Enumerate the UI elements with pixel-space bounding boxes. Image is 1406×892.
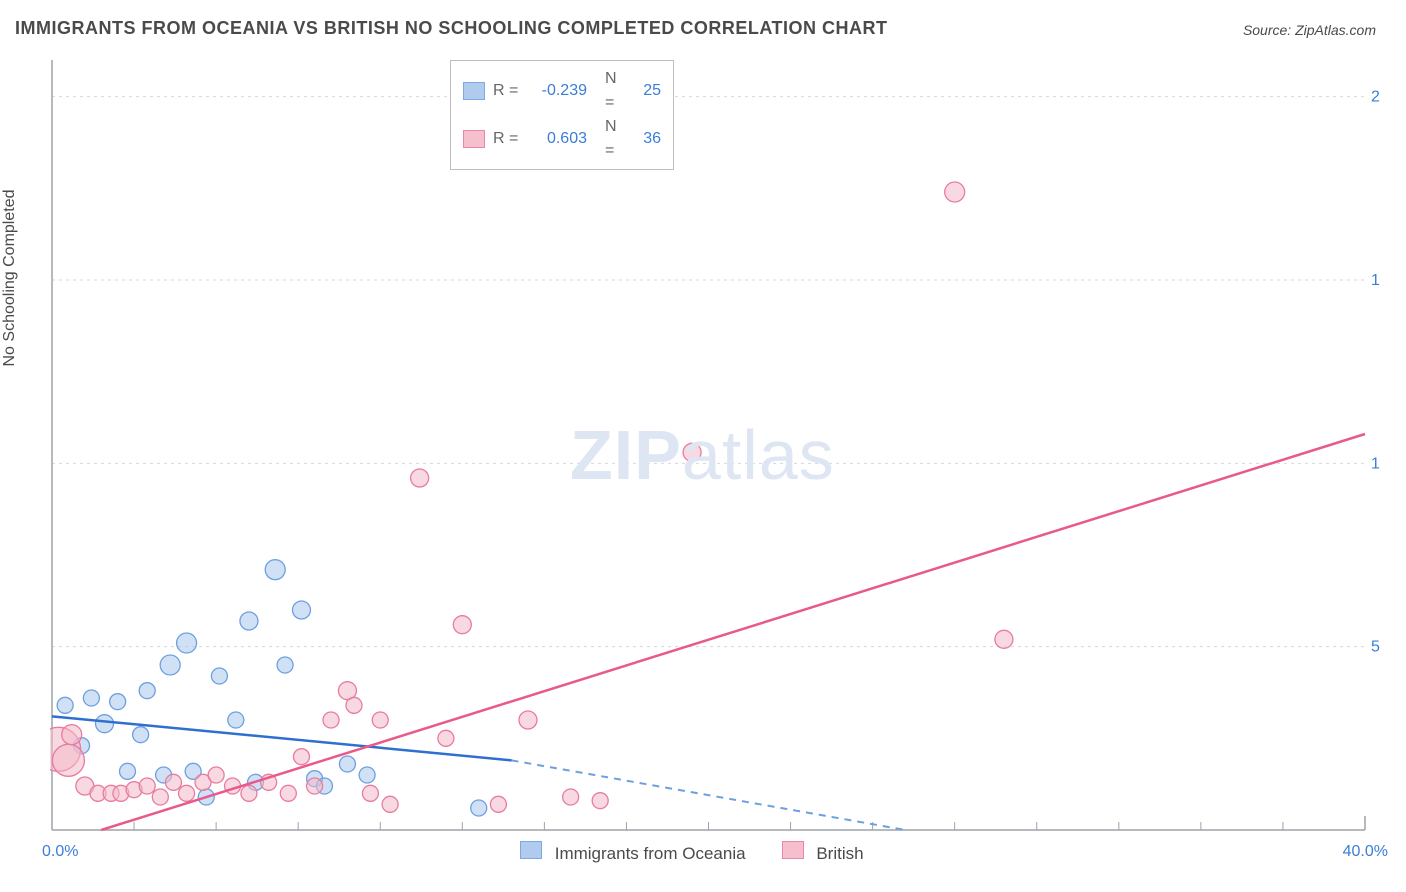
y-tick-label: 20.0% <box>1371 89 1380 106</box>
data-point <box>292 601 310 619</box>
data-point <box>362 785 378 801</box>
data-point <box>211 668 227 684</box>
y-tick-label: 15.0% <box>1371 272 1380 289</box>
source-attribution: Source: ZipAtlas.com <box>1243 22 1376 38</box>
y-axis-label: No Schooling Completed <box>1 190 19 367</box>
swatch-oceania <box>520 841 542 859</box>
data-point <box>241 785 257 801</box>
plot-area: 5.0%10.0%15.0%20.0% ZIPatlas R = -0.239 … <box>50 55 1380 835</box>
data-point <box>359 767 375 783</box>
data-point <box>519 711 537 729</box>
r-value-british: 0.603 <box>529 127 587 151</box>
data-point <box>323 712 339 728</box>
data-point <box>346 697 362 713</box>
data-point <box>57 697 73 713</box>
data-point <box>139 778 155 794</box>
data-point <box>240 612 258 630</box>
data-point <box>277 657 293 673</box>
series-legend: Immigrants from Oceania British <box>520 841 864 864</box>
data-point <box>208 767 224 783</box>
chart-title: IMMIGRANTS FROM OCEANIA VS BRITISH NO SC… <box>15 18 888 39</box>
data-point <box>110 694 126 710</box>
data-point <box>119 763 135 779</box>
scatter-chart: 5.0% 10.0% 15.0% 20.0% <box>50 55 1380 835</box>
data-point <box>453 616 471 634</box>
data-point <box>945 182 965 202</box>
data-point <box>83 690 99 706</box>
data-point <box>592 793 608 809</box>
trend-line <box>101 434 1365 830</box>
data-point <box>382 796 398 812</box>
data-point <box>995 630 1013 648</box>
source-prefix: Source: <box>1243 22 1295 38</box>
data-point <box>52 744 84 776</box>
legend-row-british: R = 0.603 N = 36 <box>463 115 661 163</box>
legend-item-oceania: Immigrants from Oceania <box>520 841 746 864</box>
source-name: ZipAtlas.com <box>1295 22 1376 38</box>
data-point <box>62 725 82 745</box>
r-label: R = <box>493 127 521 151</box>
data-point <box>293 749 309 765</box>
n-label: N = <box>605 115 623 163</box>
data-point <box>177 633 197 653</box>
legend-row-oceania: R = -0.239 N = 25 <box>463 67 661 115</box>
data-point <box>438 730 454 746</box>
data-point <box>160 655 180 675</box>
data-point <box>228 712 244 728</box>
n-label: N = <box>605 67 623 115</box>
data-point <box>490 796 506 812</box>
data-point <box>683 443 701 461</box>
data-point <box>307 778 323 794</box>
legend-label-british: British <box>816 844 863 863</box>
x-tick-0: 0.0% <box>42 843 78 861</box>
data-point <box>372 712 388 728</box>
r-label: R = <box>493 79 521 103</box>
data-point <box>152 789 168 805</box>
data-point <box>179 785 195 801</box>
n-value-british: 36 <box>631 127 661 151</box>
data-point <box>280 785 296 801</box>
data-point <box>339 756 355 772</box>
x-tick-40: 40.0% <box>1343 843 1388 861</box>
data-point <box>96 715 114 733</box>
data-point <box>471 800 487 816</box>
swatch-british <box>782 841 804 859</box>
data-point <box>411 469 429 487</box>
legend-label-oceania: Immigrants from Oceania <box>555 844 746 863</box>
data-point <box>563 789 579 805</box>
swatch-british <box>463 130 485 148</box>
data-point <box>139 683 155 699</box>
legend-item-british: British <box>782 841 864 864</box>
data-point <box>133 727 149 743</box>
r-value-oceania: -0.239 <box>529 79 587 103</box>
data-point <box>265 560 285 580</box>
data-point <box>165 774 181 790</box>
swatch-oceania <box>463 82 485 100</box>
n-value-oceania: 25 <box>631 79 661 103</box>
correlation-legend: R = -0.239 N = 25 R = 0.603 N = 36 <box>450 60 674 170</box>
y-tick-label: 5.0% <box>1371 639 1380 656</box>
y-tick-label: 10.0% <box>1371 455 1380 472</box>
